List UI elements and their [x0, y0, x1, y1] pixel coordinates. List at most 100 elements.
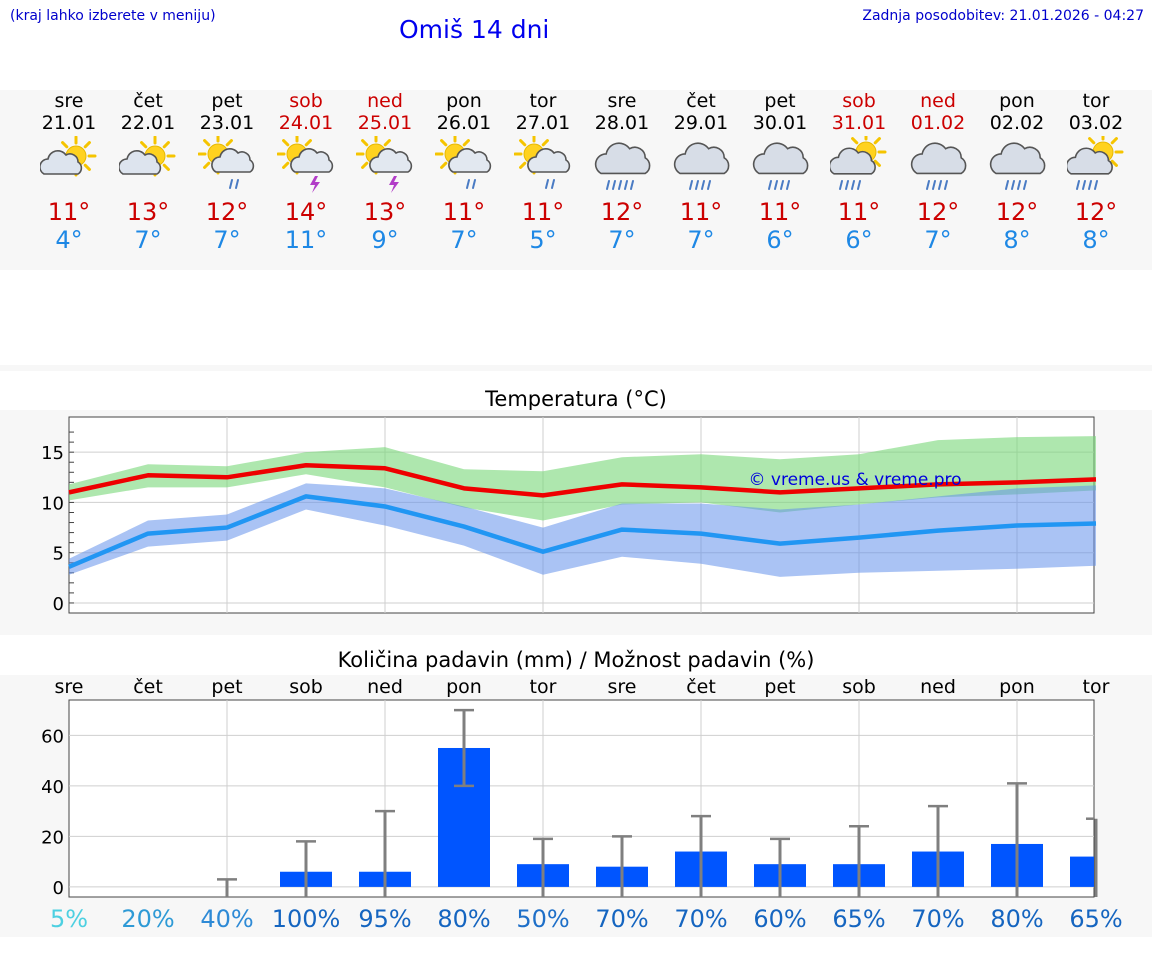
- x-day-label: tor: [530, 676, 557, 698]
- precip-chance-label: 65%: [832, 905, 885, 933]
- day-date: 29.01: [673, 112, 729, 134]
- page-title: Omiš 14 dni: [399, 15, 550, 44]
- last-updated: Zadnja posodobitev: 21.01.2026 - 04:27: [862, 8, 1144, 24]
- max-temp-line: [68, 462, 1097, 498]
- precip-chance-label: 70%: [674, 905, 727, 933]
- cloud-heavy-rain-icon: [594, 142, 651, 190]
- day-name: pon: [446, 90, 482, 112]
- precip-bar: [1070, 856, 1094, 887]
- min-temp: 9°: [371, 226, 399, 254]
- day-name: čet: [686, 90, 716, 112]
- day-name: sre: [54, 90, 84, 112]
- precip-chance-label: 100%: [272, 905, 341, 933]
- temperature-chart: 0 5 10 15 © vreme.us & vreme.pro: [0, 410, 1152, 635]
- x-day-label: sre: [55, 676, 84, 698]
- precipitation-chart-title: Količina padavin (mm) / Možnost padavin …: [337, 648, 815, 672]
- cloud-rain-icon: [673, 142, 730, 190]
- sun-cloud-rain-icon: [435, 136, 492, 189]
- partly-cloudy-icon: [119, 136, 176, 177]
- x-day-label: ned: [367, 676, 403, 698]
- y-tick-label: 10: [41, 493, 64, 514]
- min-temp-range-band: [69, 483, 1096, 577]
- watermark: © vreme.us & vreme.pro: [748, 470, 961, 490]
- max-temp: 14°: [284, 198, 328, 226]
- min-temp: 7°: [450, 226, 478, 254]
- max-temp: 11°: [521, 198, 565, 226]
- x-day-label: pon: [446, 676, 482, 698]
- day-date: 27.01: [515, 112, 571, 134]
- location-hint: (kraj lahko izberete v meniju): [10, 8, 216, 24]
- min-temp: 8°: [1003, 226, 1031, 254]
- day-date: 01.02: [910, 112, 966, 134]
- min-temp: 7°: [213, 226, 241, 254]
- sun-cloud-thunder-icon: [277, 136, 334, 193]
- min-temp: 4°: [55, 226, 83, 254]
- min-temp: 11°: [284, 226, 328, 254]
- y-tick-label: 5: [53, 544, 64, 565]
- min-temp: 7°: [608, 226, 636, 254]
- day-name: pet: [211, 90, 243, 112]
- precip-chance-label: 65%: [1069, 905, 1122, 933]
- max-temp: 11°: [47, 198, 91, 226]
- precip-chance-label: 80%: [990, 905, 1043, 933]
- sun-cloud-heavy-rain-icon: [1067, 136, 1124, 190]
- max-temp: 13°: [363, 198, 407, 226]
- min-temp: 7°: [134, 226, 162, 254]
- day-name: tor: [1082, 90, 1110, 112]
- day-name: pon: [999, 90, 1035, 112]
- temperature-chart-title: Temperatura (°C): [485, 387, 667, 411]
- y-tick-label: 15: [41, 443, 64, 464]
- day-name: tor: [529, 90, 557, 112]
- x-day-label: pet: [211, 676, 242, 698]
- y-tick-label: 60: [41, 726, 64, 747]
- max-temp: 12°: [1074, 198, 1118, 226]
- day-name: sob: [842, 90, 876, 112]
- min-temp: 8°: [1082, 226, 1110, 254]
- y-tick-label: 0: [53, 878, 64, 899]
- x-day-label: pon: [999, 676, 1035, 698]
- max-temp-range-band: [69, 436, 1096, 521]
- max-temp: 11°: [442, 198, 486, 226]
- precip-chance-label: 40%: [200, 905, 253, 933]
- precip-chance-label: 20%: [121, 905, 174, 933]
- sun-cloud-thunder-icon: [356, 136, 413, 193]
- sun-cloud-heavy-rain-icon: [830, 136, 887, 190]
- day-date: 28.01: [594, 112, 650, 134]
- y-tick-label: 40: [41, 777, 64, 798]
- day-date: 23.01: [199, 112, 255, 134]
- day-name: sob: [289, 90, 323, 112]
- min-temp: 6°: [766, 226, 794, 254]
- max-temp: 12°: [916, 198, 960, 226]
- day-name: čet: [133, 90, 163, 112]
- day-name: pet: [764, 90, 796, 112]
- max-temp: 11°: [837, 198, 881, 226]
- cloud-rain-icon: [910, 142, 967, 190]
- y-tick-label: 20: [41, 827, 64, 848]
- x-day-label: sob: [289, 676, 323, 698]
- day-date: 03.02: [1068, 112, 1124, 134]
- day-date: 24.01: [278, 112, 334, 134]
- day-name: ned: [367, 90, 403, 112]
- min-temp: 7°: [687, 226, 715, 254]
- x-day-label: čet: [686, 676, 716, 698]
- sun-cloud-rain-icon: [198, 136, 255, 189]
- min-temp: 6°: [845, 226, 873, 254]
- max-temp: 13°: [126, 198, 170, 226]
- partly-cloudy-icon: [40, 136, 97, 177]
- min-temp: 5°: [529, 226, 557, 254]
- precip-chance-label: 70%: [595, 905, 648, 933]
- cloud-rain-icon: [989, 142, 1046, 190]
- day-name: ned: [920, 90, 956, 112]
- day-date: 21.01: [41, 112, 97, 134]
- day-date: 26.01: [436, 112, 492, 134]
- max-temp: 12°: [995, 198, 1039, 226]
- precip-chance-label: 80%: [437, 905, 490, 933]
- day-name: sre: [607, 90, 637, 112]
- max-temp: 12°: [600, 198, 644, 226]
- x-day-label: sob: [842, 676, 876, 698]
- max-temp: 12°: [205, 198, 249, 226]
- max-temp: 11°: [758, 198, 802, 226]
- x-day-label: čet: [133, 676, 163, 698]
- min-temp: 7°: [924, 226, 952, 254]
- y-tick-label: 0: [53, 594, 64, 615]
